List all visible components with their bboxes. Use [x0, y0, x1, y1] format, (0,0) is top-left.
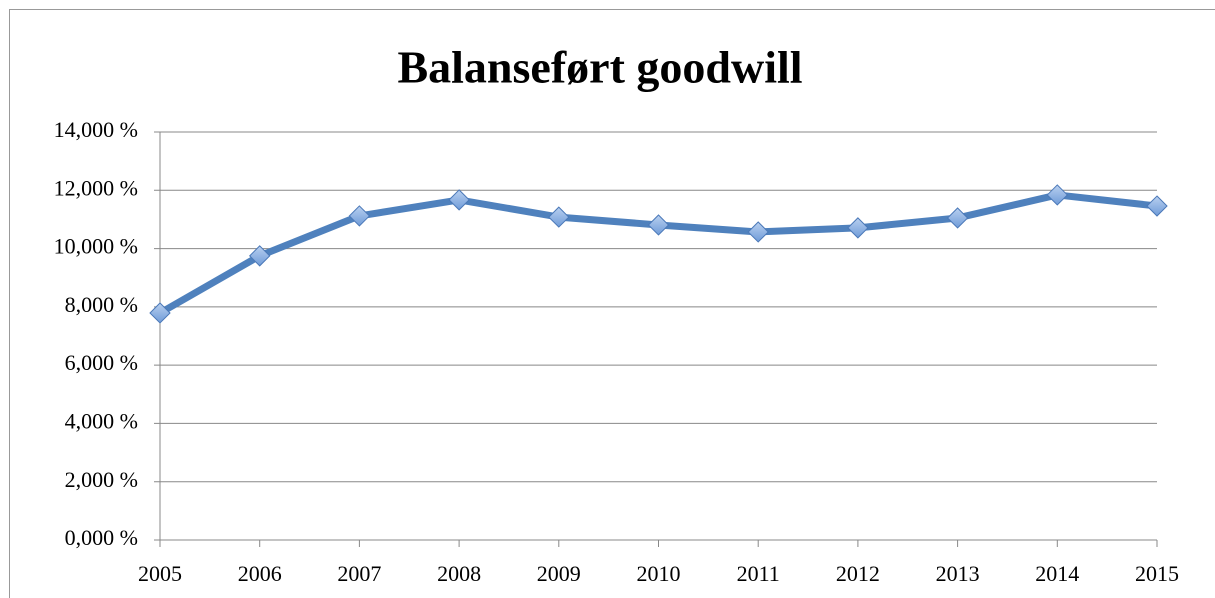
marker: [946, 207, 969, 229]
y-tick-label: 0,000 %: [65, 525, 138, 550]
marker: [248, 245, 271, 267]
marker: [448, 189, 470, 211]
marker: [1046, 184, 1069, 206]
x-tick-label: 2012: [836, 561, 880, 586]
x-tick-label: 2014: [1035, 561, 1079, 586]
y-tick-label: 12,000 %: [54, 175, 138, 200]
x-tick-label: 2015: [1135, 561, 1179, 586]
x-tick-label: 2013: [936, 561, 980, 586]
marker: [348, 205, 371, 227]
y-tick-label: 6,000 %: [65, 350, 138, 375]
x-tick-label: 2009: [537, 561, 581, 586]
x-tick-label: 2006: [238, 561, 282, 586]
y-tick-label: 2,000 %: [65, 467, 138, 492]
line: [158, 191, 1158, 317]
marker: [747, 221, 769, 243]
x-tick-label: 2010: [637, 561, 681, 586]
y-tick-label: 8,000 %: [65, 292, 138, 317]
x-tick-label: 2008: [437, 561, 481, 586]
chart-frame: [9, 9, 1215, 598]
marker: [149, 302, 171, 324]
y-tick-label: 10,000 %: [54, 234, 138, 259]
marker: [1146, 195, 1168, 217]
marker: [847, 217, 869, 239]
marker: [548, 206, 570, 228]
y-tick-label: 14,000 %: [54, 117, 138, 142]
y-tick-label: 4,000 %: [65, 408, 138, 433]
x-tick-label: 2011: [737, 561, 780, 586]
marker: [647, 214, 670, 236]
x-tick-label: 2005: [138, 561, 182, 586]
chart-title: Balanseført goodwill: [397, 42, 802, 93]
x-tick-label: 2007: [337, 561, 381, 586]
